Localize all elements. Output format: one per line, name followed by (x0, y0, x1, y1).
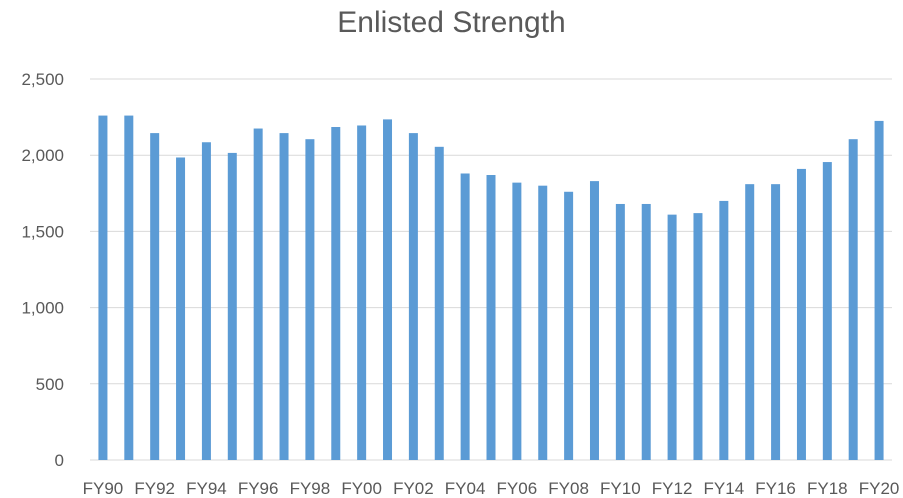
x-tick-label: FY96 (238, 479, 279, 498)
bar-fy12 (667, 214, 677, 460)
bar-fy20 (874, 120, 884, 460)
bar-fy07 (538, 185, 548, 460)
bar-fy95 (227, 152, 237, 460)
bar-fy19 (848, 139, 858, 460)
x-tick-label: FY16 (755, 479, 796, 498)
bar-fy90 (98, 115, 108, 461)
y-tick-label: 500 (36, 375, 64, 394)
bar-fy14 (719, 200, 729, 461)
bar-fy98 (305, 139, 315, 460)
x-tick-label: FY04 (445, 479, 486, 498)
x-tick-label: FY12 (652, 479, 693, 498)
x-tick-label: FY10 (600, 479, 641, 498)
y-tick-label: 1,000 (21, 299, 64, 318)
x-tick-label: FY94 (186, 479, 227, 498)
y-tick-label: 0 (55, 451, 64, 470)
bar-fy96 (253, 128, 263, 460)
bar-fy10 (615, 203, 625, 460)
x-tick-label: FY90 (83, 479, 124, 498)
x-tick-label: FY06 (497, 479, 538, 498)
bar-fy93 (176, 157, 186, 460)
x-tick-label: FY92 (134, 479, 175, 498)
bar-fy15 (745, 184, 755, 460)
x-tick-label: FY18 (807, 479, 848, 498)
bar-fy18 (822, 162, 832, 461)
bar-fy97 (279, 133, 289, 461)
bar-fy13 (693, 213, 703, 460)
x-tick-label: FY14 (704, 479, 745, 498)
x-tick-label: FY20 (859, 479, 900, 498)
bar-fy92 (150, 133, 160, 461)
bar-fy16 (771, 184, 781, 460)
bar-fy01 (383, 119, 393, 461)
x-tick-label: FY08 (548, 479, 589, 498)
bar-fy06 (512, 182, 522, 460)
chart-title: Enlisted Strength (337, 6, 566, 39)
x-tick-label: FY98 (290, 479, 331, 498)
y-tick-label: 1,500 (21, 222, 64, 241)
bar-fy91 (124, 115, 134, 461)
bar-fy00 (357, 125, 367, 461)
bar-fy08 (564, 191, 574, 460)
y-tick-label: 2,000 (21, 146, 64, 165)
bar-fy05 (486, 175, 496, 460)
bar-fy02 (408, 133, 418, 461)
bar-fy94 (201, 142, 211, 460)
bar-fy09 (589, 181, 599, 460)
bar-fy17 (796, 168, 806, 460)
bar-fy11 (641, 203, 651, 460)
x-tick-label: FY00 (341, 479, 382, 498)
bar-fy99 (331, 127, 341, 461)
bar-fy03 (434, 146, 444, 460)
bar-fy04 (460, 173, 470, 460)
y-tick-label: 2,500 (21, 70, 64, 89)
x-tick-label: FY02 (393, 479, 434, 498)
